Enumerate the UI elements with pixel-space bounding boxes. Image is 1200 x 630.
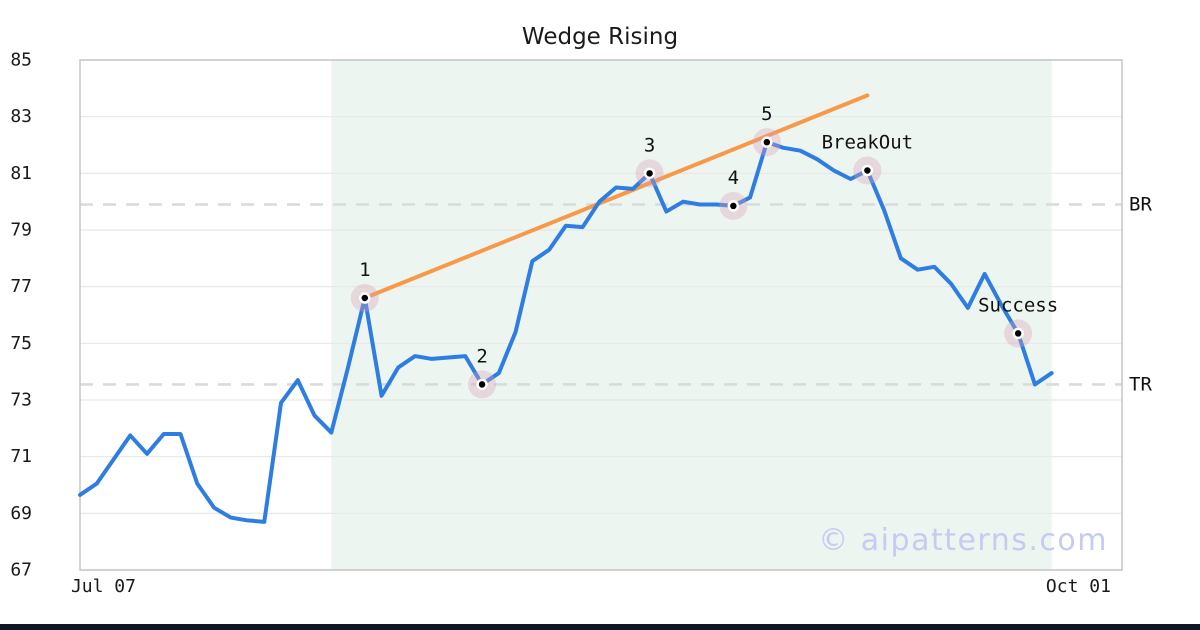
- marker-dot: [1012, 327, 1024, 340]
- y-tick-label: 77: [10, 276, 32, 297]
- y-tick-label: 71: [10, 446, 32, 467]
- y-tick-label: 85: [10, 50, 32, 71]
- plot-border: [79, 59, 1123, 571]
- y-tick-label: 83: [10, 106, 32, 127]
- price-line: [78, 140, 1054, 524]
- annotation-label-Success: Success: [978, 294, 1058, 316]
- marker-dot: [359, 292, 371, 304]
- pattern-region: [331, 60, 1052, 570]
- annotation-label-5: 5: [761, 103, 772, 125]
- watermark: © aipatterns.com: [818, 523, 1108, 558]
- annotation-label-1: 1: [359, 259, 370, 281]
- y-tick-label: 75: [10, 333, 32, 354]
- marker-dot: [476, 378, 488, 391]
- footer-bar: [0, 624, 1200, 630]
- annotation-label-BreakOut: BreakOut: [822, 132, 914, 154]
- annotation-label-4: 4: [728, 167, 739, 189]
- annotation-label-2: 2: [476, 345, 487, 367]
- y-tick-label: 69: [10, 503, 32, 524]
- y-tick-label: 73: [10, 390, 32, 411]
- level-label-BR: BR: [1129, 194, 1152, 216]
- marker-dot: [761, 136, 773, 148]
- marker-dot: [727, 200, 740, 212]
- level-label-TR: TR: [1129, 373, 1152, 395]
- marker-dot: [861, 164, 874, 177]
- trend-line: [362, 93, 870, 300]
- annotation-label-3: 3: [644, 134, 655, 156]
- marker-dot: [643, 167, 656, 180]
- chart-title: Wedge Rising: [521, 24, 679, 50]
- x-tick-label: Oct 01: [1046, 576, 1111, 597]
- x-tick-label: Jul 07: [71, 576, 136, 597]
- y-tick-label: 67: [10, 560, 32, 581]
- y-tick-label: 81: [10, 163, 32, 184]
- y-tick-label: 79: [10, 220, 32, 241]
